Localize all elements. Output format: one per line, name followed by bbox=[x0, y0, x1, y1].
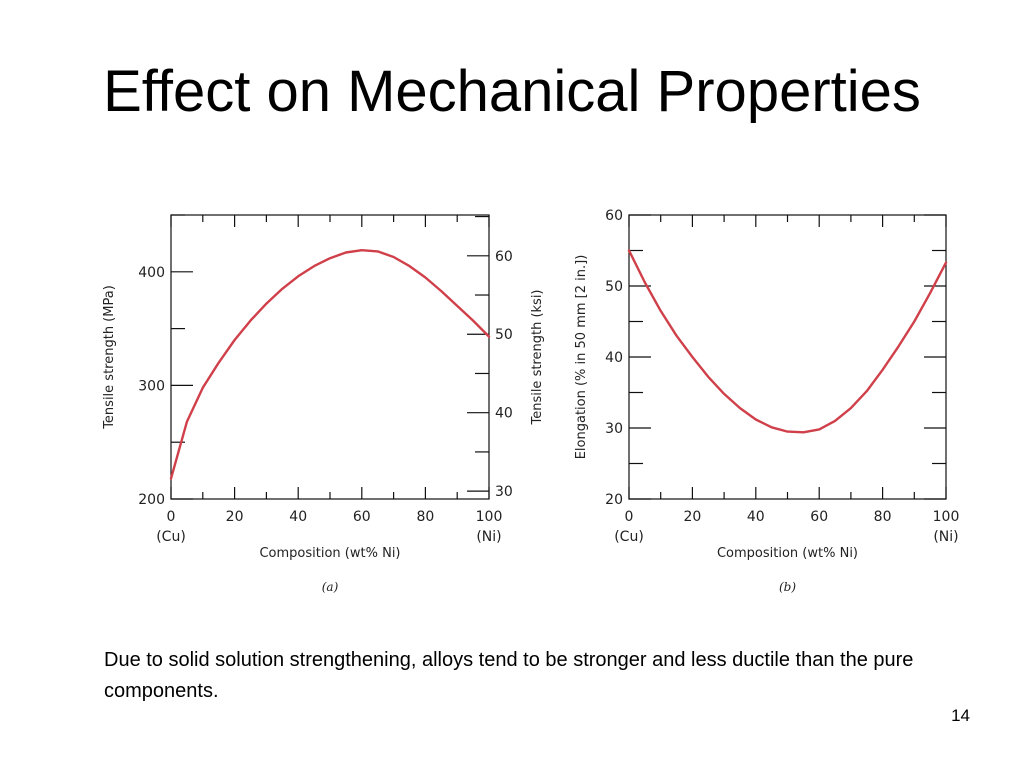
y-tick-label: 300 bbox=[138, 378, 165, 394]
chart-a: 0 20 40 60 80 100 (Cu) (Ni) 30 40 50 60 200 300 400 Com… bbox=[102, 214, 545, 594]
chart-caption: (b) bbox=[779, 580, 796, 594]
x-tick-label: 40 bbox=[289, 509, 307, 525]
x-tick-sublabel: (Cu) bbox=[156, 529, 186, 545]
y-axis-label: Tensile strength (MPa) bbox=[102, 285, 117, 430]
chart-caption: (a) bbox=[322, 580, 339, 594]
y-right-tick-label: 50 bbox=[495, 327, 513, 343]
y-tick-label: 20 bbox=[605, 492, 623, 508]
x-tick-sublabel: (Cu) bbox=[614, 529, 644, 545]
y-tick-label: 50 bbox=[605, 279, 623, 295]
y-right-tick-label: 30 bbox=[495, 484, 513, 500]
series-line bbox=[169, 248, 491, 480]
x-tick-sublabel: (Ni) bbox=[476, 529, 501, 545]
x-tick-label: 80 bbox=[416, 509, 434, 525]
x-tick-label: 0 bbox=[625, 509, 634, 525]
y-tick-label: 30 bbox=[605, 421, 623, 437]
y-tick-label: 40 bbox=[605, 350, 623, 366]
y-right-axis-label: Tensile strength (ksi) bbox=[530, 289, 545, 425]
x-tick-label: 40 bbox=[747, 509, 765, 525]
x-tick-label: 20 bbox=[683, 509, 701, 525]
x-tick-label: 100 bbox=[933, 509, 960, 525]
charts-area: 0 20 40 60 80 100(Cu) (Ni)30405060200300400Com… bbox=[102, 208, 959, 594]
page-number: 14 bbox=[951, 706, 970, 725]
chart-b: 0 20 40 60 80 100(Cu) (Ni)2030405060Compositio… bbox=[574, 208, 959, 594]
x-axis-label: Composition (wt% Ni) bbox=[717, 546, 858, 561]
y-tick-label: 400 bbox=[138, 265, 165, 281]
x-tick-label: 60 bbox=[810, 509, 828, 525]
y-tick-label: 60 bbox=[605, 208, 623, 224]
x-tick-sublabel: (Ni) bbox=[933, 529, 958, 545]
x-tick-label: 20 bbox=[226, 509, 244, 525]
x-tick-label: 80 bbox=[874, 509, 892, 525]
x-tick-label: 0 bbox=[167, 509, 176, 525]
y-tick-label: 200 bbox=[138, 492, 165, 508]
plot-frame bbox=[628, 214, 947, 500]
y-right-tick-label: 40 bbox=[495, 406, 513, 422]
x-tick-label: 100 bbox=[476, 509, 503, 525]
y-right-tick-label: 60 bbox=[495, 249, 513, 265]
y-axis-label: Elongation (% in 50 mm [2 in.]) bbox=[574, 255, 589, 460]
slide-body-text: Due to solid solution strengthening, all… bbox=[104, 649, 914, 702]
x-tick-label: 60 bbox=[353, 509, 371, 525]
series-line bbox=[627, 249, 948, 434]
x-axis-label: Composition (wt% Ni) bbox=[259, 546, 400, 561]
slide-title: Effect on Mechanical Properties bbox=[103, 59, 921, 124]
